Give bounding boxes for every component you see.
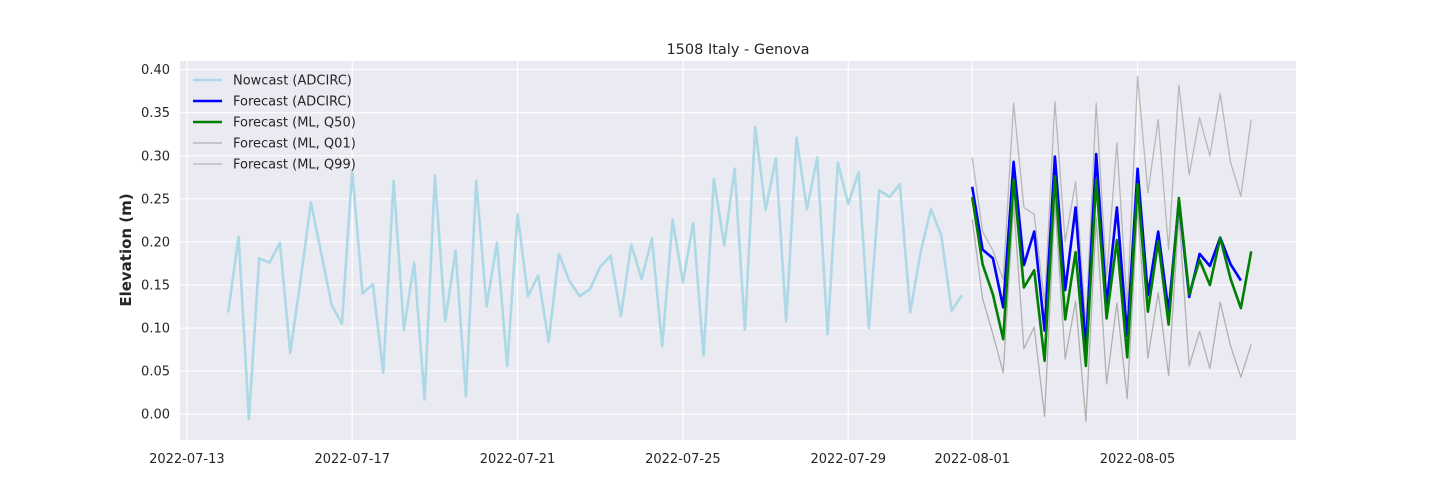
y-tick-label: 0.30 [141, 149, 170, 164]
legend-label: Nowcast (ADCIRC) [233, 74, 352, 89]
series-line-forecast-ml-q99 [971, 75, 1252, 326]
x-tick-label: 2022-08-05 [1100, 452, 1176, 467]
y-tick-label: 0.40 [141, 63, 170, 78]
x-tick-label: 2022-07-21 [480, 452, 556, 467]
legend-label: Forecast (ML, Q50) [233, 116, 356, 131]
legend-label: Forecast (ML, Q01) [233, 137, 356, 152]
y-tick-label: 0.10 [141, 322, 170, 337]
plot-area [180, 61, 1296, 440]
legend-label: Forecast (ADCIRC) [233, 95, 352, 110]
x-tick-label: 2022-07-29 [810, 452, 886, 467]
y-tick-label: 0.35 [141, 106, 170, 121]
y-tick-label: 0.05 [141, 365, 170, 380]
y-axis-label: Elevation (m) [117, 193, 135, 306]
series-line-nowcast-adcirc [226, 126, 963, 421]
y-tick-label: 0.25 [141, 192, 170, 207]
y-tick-label: 0.00 [141, 408, 170, 423]
x-tick-label: 2022-07-17 [314, 452, 390, 467]
legend: Nowcast (ADCIRC) Forecast (ADCIRC) Forecas… [193, 74, 356, 173]
x-axis-ticks: 2022-07-13 2022-07-17 2022-07-21 2022-07-25… [149, 452, 1175, 467]
series-line-forecast-ml-q01 [971, 200, 1252, 422]
x-tick-label: 2022-08-01 [934, 452, 1010, 467]
chart-title: 1508 Italy - Genova [666, 42, 809, 58]
y-tick-label: 0.20 [141, 235, 170, 250]
y-tick-label: 0.15 [141, 278, 170, 293]
x-tick-label: 2022-07-25 [645, 452, 721, 467]
legend-label: Forecast (ML, Q99) [233, 158, 356, 173]
series-line-forecast-ml-q50 [970, 175, 1253, 368]
x-tick-label: 2022-07-13 [149, 452, 225, 467]
series-lines [226, 75, 1253, 422]
y-axis-ticks: 0.00 0.05 0.10 0.15 0.20 0.25 0.30 0.35 0.40 [141, 63, 170, 423]
